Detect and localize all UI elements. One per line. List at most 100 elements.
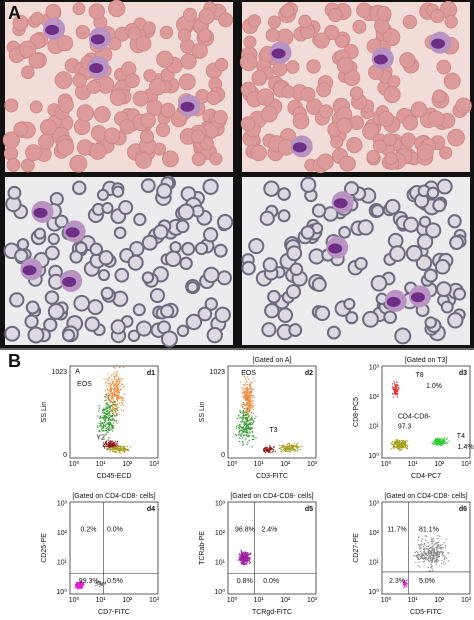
event-dot (96, 425, 98, 427)
red-cell (109, 89, 127, 106)
event-dot (102, 582, 104, 584)
event-dot (241, 420, 244, 422)
red-cell (119, 118, 135, 135)
event-dot (436, 554, 438, 556)
event-dot (105, 403, 107, 405)
gate-label: 1.4% (458, 444, 474, 451)
event-dot (114, 378, 116, 380)
event-dot (100, 428, 102, 430)
event-dot (108, 441, 110, 443)
event-dot (107, 419, 110, 421)
event-dot (251, 382, 253, 384)
event-dot (396, 439, 398, 441)
event-dot (433, 550, 435, 552)
event-dot (431, 560, 434, 562)
event-dot (423, 542, 426, 544)
event-dot (76, 583, 78, 585)
event-dot (106, 388, 108, 390)
event-dot (400, 446, 402, 448)
event-dot (446, 442, 449, 444)
event-dot (116, 396, 118, 398)
event-dot (435, 552, 437, 554)
red-cell (202, 178, 219, 195)
event-dot (107, 426, 109, 428)
event-dot (431, 551, 433, 553)
event-dot (266, 449, 269, 451)
event-dot (247, 396, 249, 398)
red-cell (98, 250, 114, 266)
plot-area (381, 365, 471, 459)
event-dot (108, 377, 110, 379)
event-dot (401, 442, 403, 444)
event-dot (240, 434, 243, 436)
event-dot (251, 423, 253, 425)
red-cell (140, 112, 156, 129)
y-tick-label: 10² (57, 530, 68, 537)
red-cell (135, 320, 153, 337)
nucleus (62, 276, 77, 287)
event-dot (250, 418, 252, 421)
event-dot (247, 373, 249, 375)
event-dot (118, 402, 120, 404)
event-dot (111, 395, 114, 398)
event-dot (434, 439, 436, 441)
event-dot (122, 449, 124, 451)
event-dot (244, 377, 247, 380)
y-axis-label: CD8-PC5 (353, 397, 360, 427)
event-dot (247, 408, 249, 410)
y-tick-label: 0 (63, 452, 67, 459)
event-dot (264, 447, 266, 450)
event-dot (427, 551, 429, 553)
event-dot (245, 404, 248, 406)
event-dot (444, 437, 446, 439)
event-dot (109, 418, 111, 420)
event-dot (109, 450, 111, 453)
event-dot (249, 398, 251, 400)
event-dot (236, 417, 238, 420)
event-dot (423, 544, 425, 546)
event-dot (272, 450, 274, 452)
red-cell (113, 226, 127, 240)
event-dot (247, 424, 249, 427)
x-tick-label: 10⁰ (69, 596, 80, 604)
event-dot (113, 444, 115, 446)
event-dot (248, 405, 250, 407)
event-dot (119, 389, 122, 391)
event-dot (431, 548, 434, 550)
event-dot (121, 449, 124, 451)
event-dot (74, 587, 76, 589)
event-dot (245, 552, 247, 554)
red-cell (281, 85, 295, 99)
event-dot (251, 438, 254, 441)
event-dot (439, 443, 441, 445)
event-dot (124, 450, 126, 452)
nucleus (386, 296, 401, 307)
event-dot (114, 407, 116, 409)
event-dot (127, 450, 129, 452)
nucleus (373, 54, 388, 65)
event-dot (253, 404, 255, 407)
event-dot (433, 552, 436, 554)
gate-label: CD4-CD8- (398, 413, 431, 420)
x-tick-label: 10¹ (96, 461, 107, 468)
red-cell (373, 139, 387, 153)
plot-area (227, 501, 317, 595)
event-dot (252, 400, 254, 402)
event-dot (111, 388, 113, 391)
event-dot (243, 391, 245, 393)
event-dot (296, 445, 298, 447)
event-dot (116, 422, 118, 425)
event-dot (395, 446, 397, 448)
event-dot (281, 450, 283, 452)
event-dot (240, 549, 242, 551)
red-cell (88, 3, 105, 20)
event-dot (420, 556, 422, 558)
event-dot (297, 447, 299, 449)
event-dot (396, 394, 398, 396)
event-dot (108, 423, 111, 425)
event-dot (107, 422, 109, 424)
event-dot (246, 413, 248, 415)
event-dot (419, 566, 421, 568)
red-cell (89, 242, 103, 257)
red-cell (427, 110, 445, 128)
